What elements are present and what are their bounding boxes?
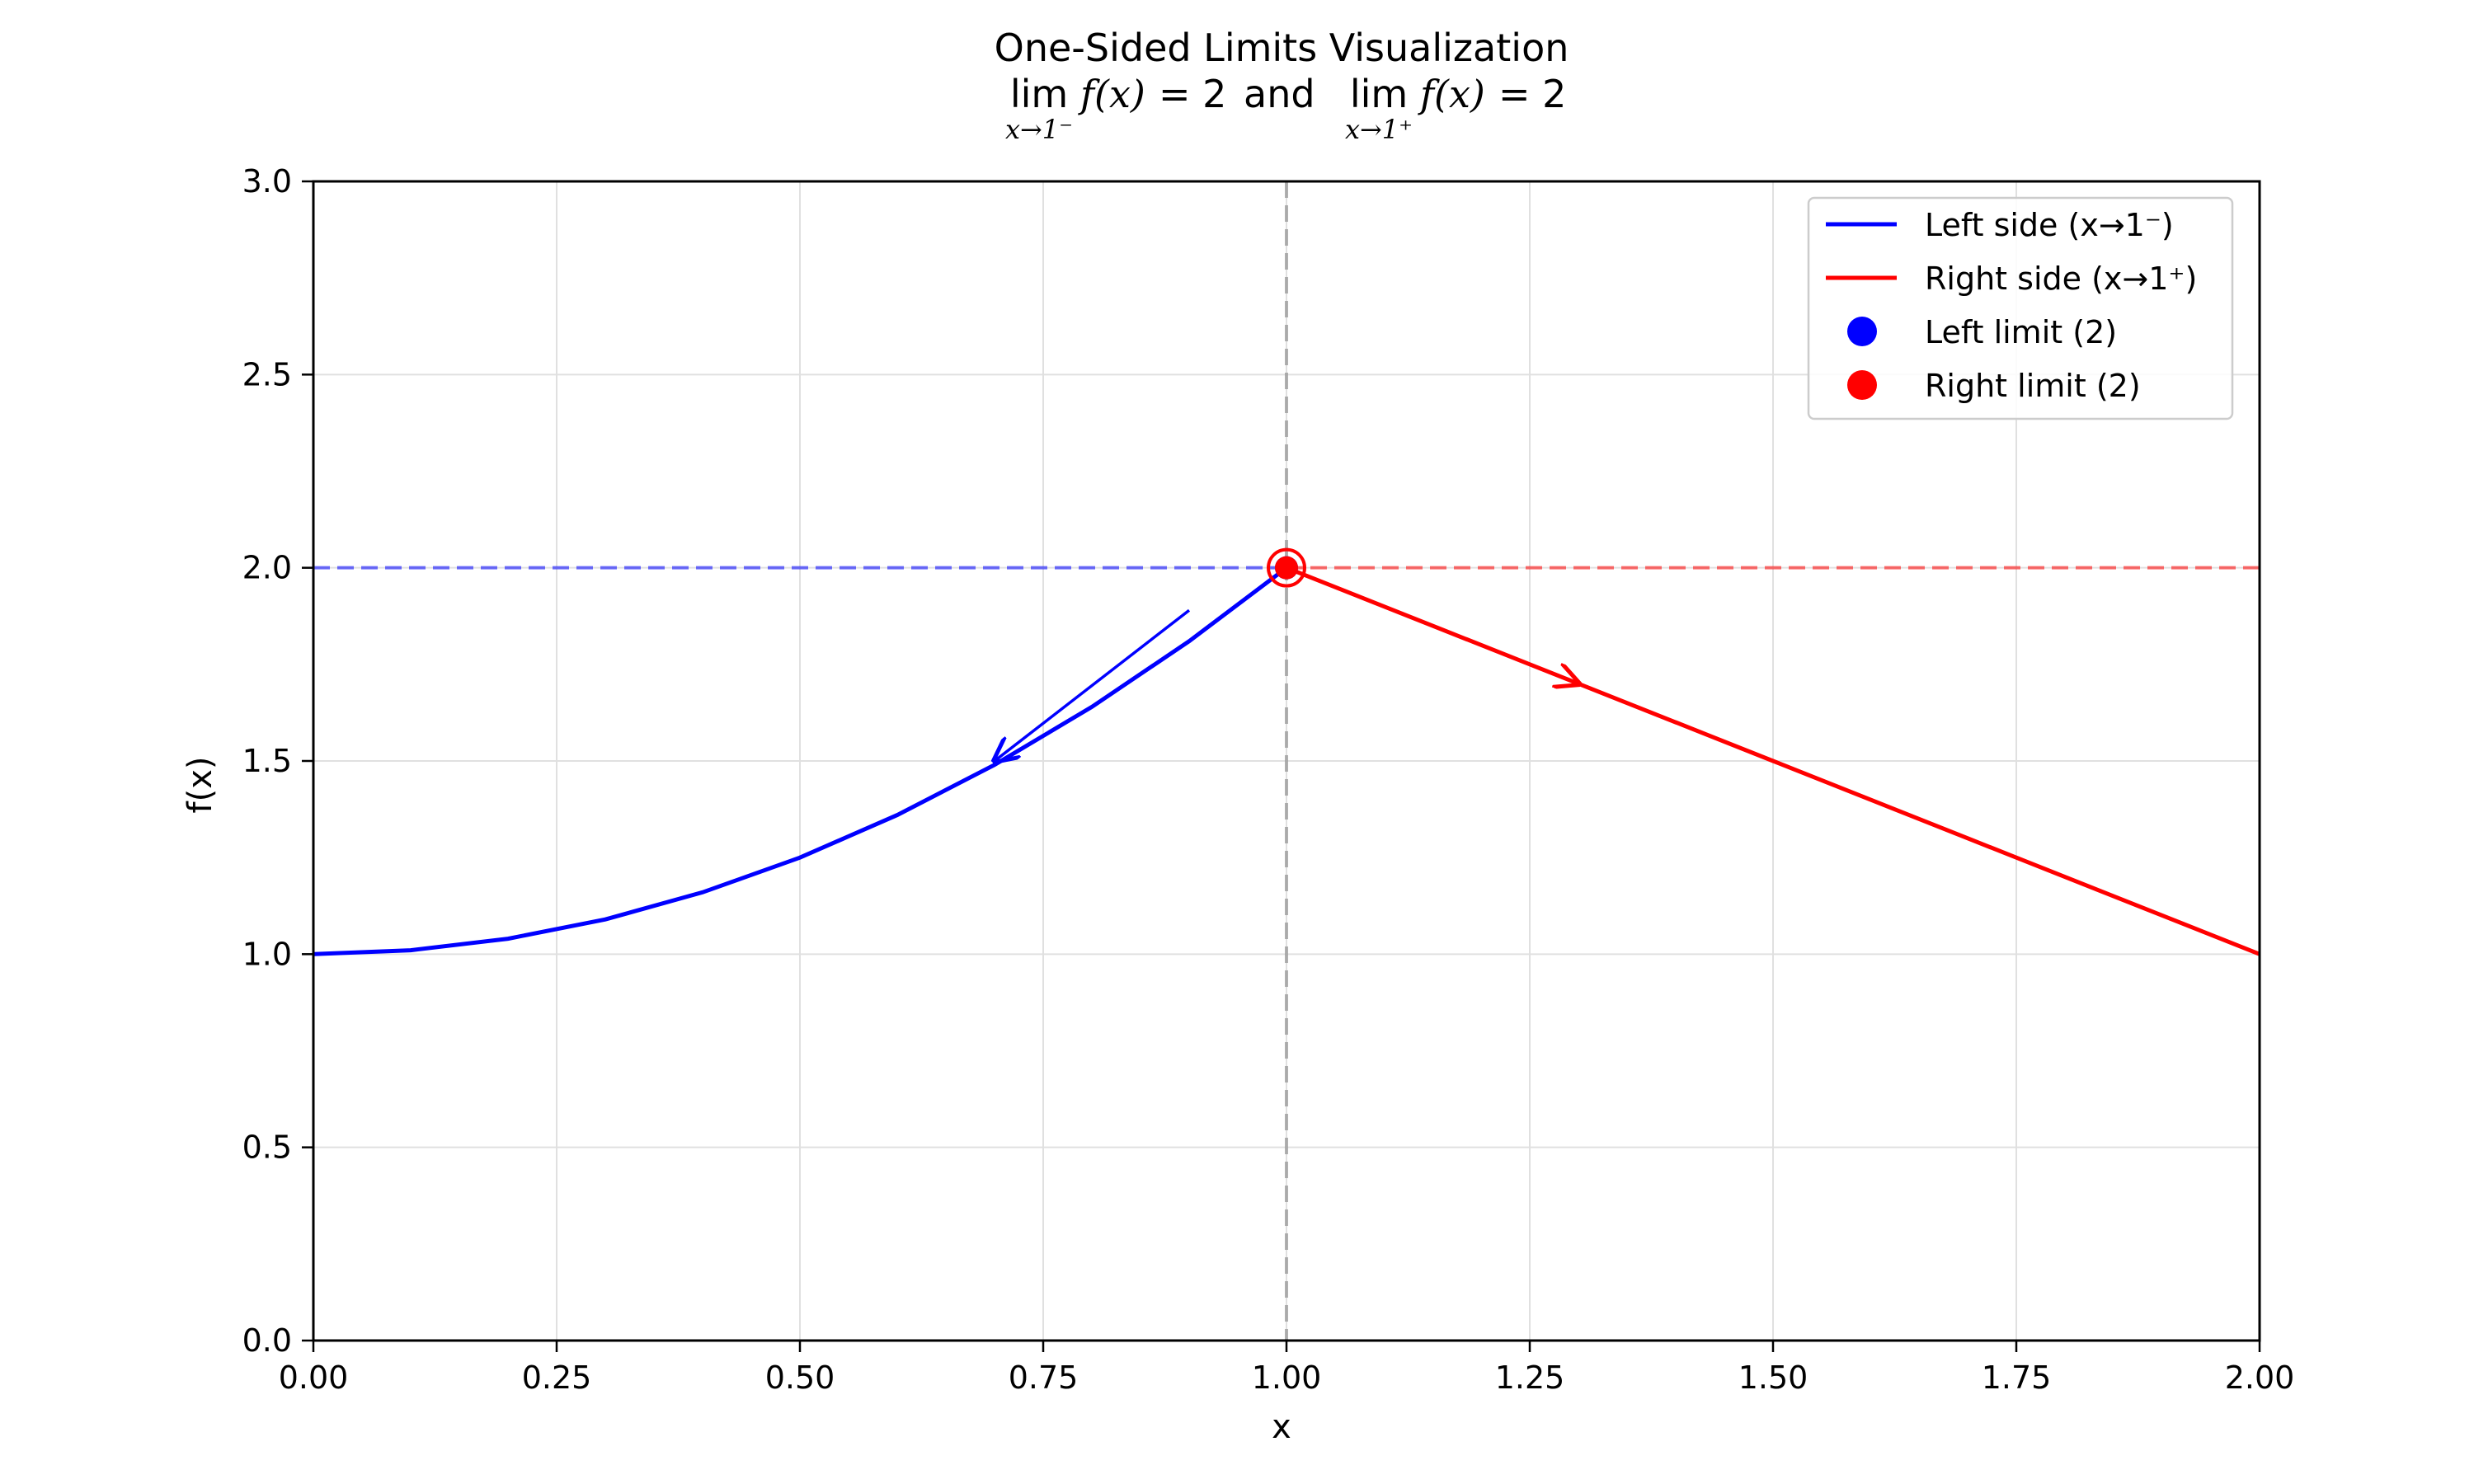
x-axis-label: x xyxy=(1272,1408,1291,1446)
y-tick-label: 2.0 xyxy=(242,550,292,586)
limit-point-ring xyxy=(1267,547,1306,588)
chart-title: One-Sided Limits Visualization xyxy=(995,26,1569,70)
x-tick-label: 1.75 xyxy=(1982,1360,2052,1396)
y-tick-label: 3.0 xyxy=(242,163,292,200)
legend-right-side-label: Right side (x→1⁺) xyxy=(1925,261,2197,297)
x-axis-ticks: 0.00 0.25 0.50 0.75 1.00 1.25 1.50 1.75 2.00 xyxy=(279,1341,2295,1396)
right-approach-arrow xyxy=(1499,651,1578,683)
x-tick-label: 1.25 xyxy=(1495,1360,1565,1396)
right-limit-point xyxy=(1275,556,1298,580)
y-axis-ticks: 0.0 0.5 1.0 1.5 2.0 2.5 3.0 xyxy=(242,163,313,1359)
subtitle-lim-left: lim xyxy=(1010,72,1068,116)
y-tick-label: 0.0 xyxy=(242,1322,292,1359)
legend-left-limit-swatch xyxy=(1847,317,1877,346)
x-tick-label: 0.00 xyxy=(279,1360,349,1396)
x-tick-label: 0.75 xyxy=(1009,1360,1079,1396)
legend-box xyxy=(1807,196,2234,420)
y-tick-label: 0.5 xyxy=(242,1129,292,1166)
legend-right-limit-swatch xyxy=(1847,370,1877,400)
y-axis-label: f(x) xyxy=(181,757,219,814)
x-tick-label: 0.25 xyxy=(522,1360,592,1396)
x-tick-label: 1.50 xyxy=(1738,1360,1808,1396)
subtitle-eq-right: = 2 xyxy=(1498,72,1566,116)
subtitle-sub-left: x→1⁻ xyxy=(1005,114,1073,145)
subtitle-fx-right: f(x) xyxy=(1418,72,1485,116)
y-tick-label: 1.5 xyxy=(242,743,292,779)
subtitle-eq-left: = 2 xyxy=(1159,72,1226,116)
legend-right-limit-label: Right limit (2) xyxy=(1925,368,2141,404)
left-approach-arrow xyxy=(995,608,1191,761)
left-side-curve xyxy=(313,566,1288,956)
legend-left-side-label: Left side (x→1⁻) xyxy=(1925,207,2174,243)
legend-left-limit-label: Left limit (2) xyxy=(1925,314,2117,350)
x-tick-label: 1.00 xyxy=(1252,1360,1322,1396)
subtitle-sub-right: x→1⁺ xyxy=(1345,114,1413,145)
subtitle-and: and xyxy=(1244,72,1315,116)
subtitle-lim-right: lim xyxy=(1350,72,1408,116)
x-tick-label: 0.50 xyxy=(765,1360,835,1396)
legend: Left side (x→1⁻) Right side (x→1⁺) Left … xyxy=(1807,196,2234,420)
y-tick-label: 2.5 xyxy=(242,356,292,392)
chart-subtitle: lim x→1⁻ f(x) = 2 and lim x→1⁺ f(x) = 2 xyxy=(1005,72,1566,145)
right-side-line xyxy=(1286,566,2260,956)
x-tick-label: 2.00 xyxy=(2225,1360,2295,1396)
y-tick-label: 1.0 xyxy=(242,936,292,972)
subtitle-fx-left: f(x) xyxy=(1078,72,1145,116)
